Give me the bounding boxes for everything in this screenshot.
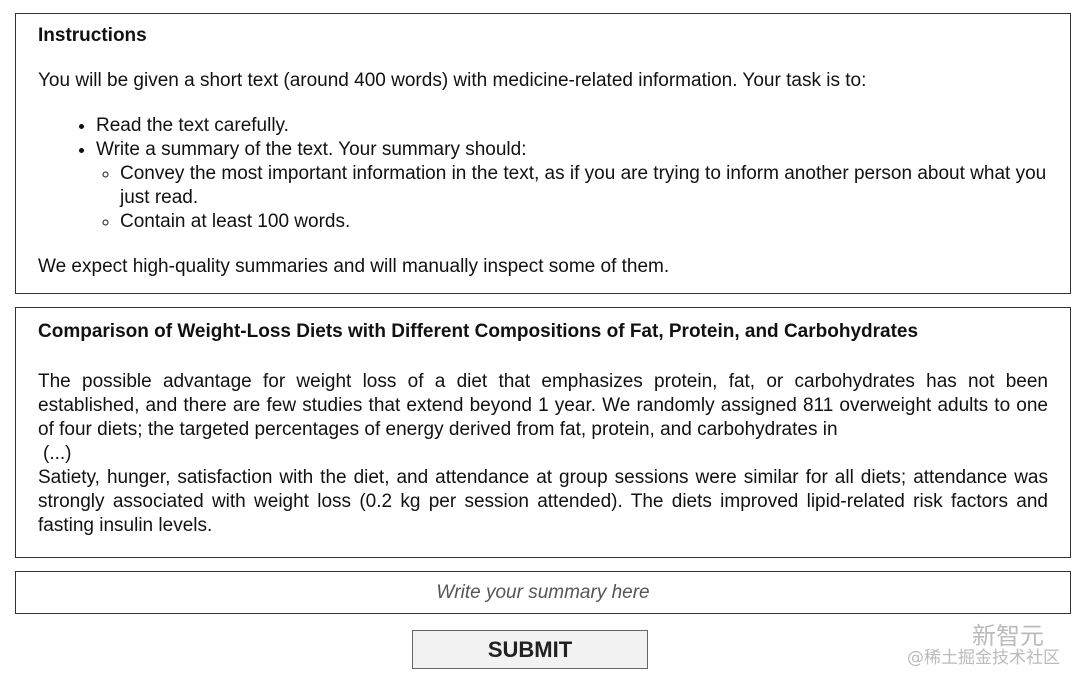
watermark-logo: 新智元 (972, 622, 1044, 650)
substep-item: Convey the most important information in… (120, 162, 1048, 210)
instructions-intro: You will be given a short text (around 4… (38, 70, 867, 91)
submit-button[interactable]: SUBMIT (412, 630, 648, 669)
step-item: Write a summary of the text. Your summar… (96, 138, 1048, 234)
instructions-outro: We expect high-quality summaries and wil… (38, 256, 670, 277)
watermark-text: @稀土掘金技术社区 (907, 648, 1060, 668)
article-panel: Comparison of Weight-Loss Diets with Dif… (15, 307, 1071, 558)
substep-item: Contain at least 100 words. (120, 210, 1048, 234)
step-item: Read the text carefully. (96, 114, 1048, 138)
article-ellipsis: (...) (43, 443, 72, 464)
instructions-panel: Instructions You will be given a short t… (15, 13, 1071, 294)
instructions-title: Instructions (38, 25, 147, 46)
article-paragraph-2: Satiety, hunger, satisfaction with the d… (38, 467, 1048, 536)
summary-input[interactable] (15, 571, 1071, 614)
article-title: Comparison of Weight-Loss Diets with Dif… (38, 321, 919, 342)
step-text: Write a summary of the text. Your summar… (96, 139, 527, 160)
substeps: Convey the most important information in… (96, 162, 1048, 234)
instructions-steps: Read the text carefully. Write a summary… (38, 114, 1048, 234)
article-paragraph-1: The possible advantage for weight loss o… (38, 371, 1048, 440)
